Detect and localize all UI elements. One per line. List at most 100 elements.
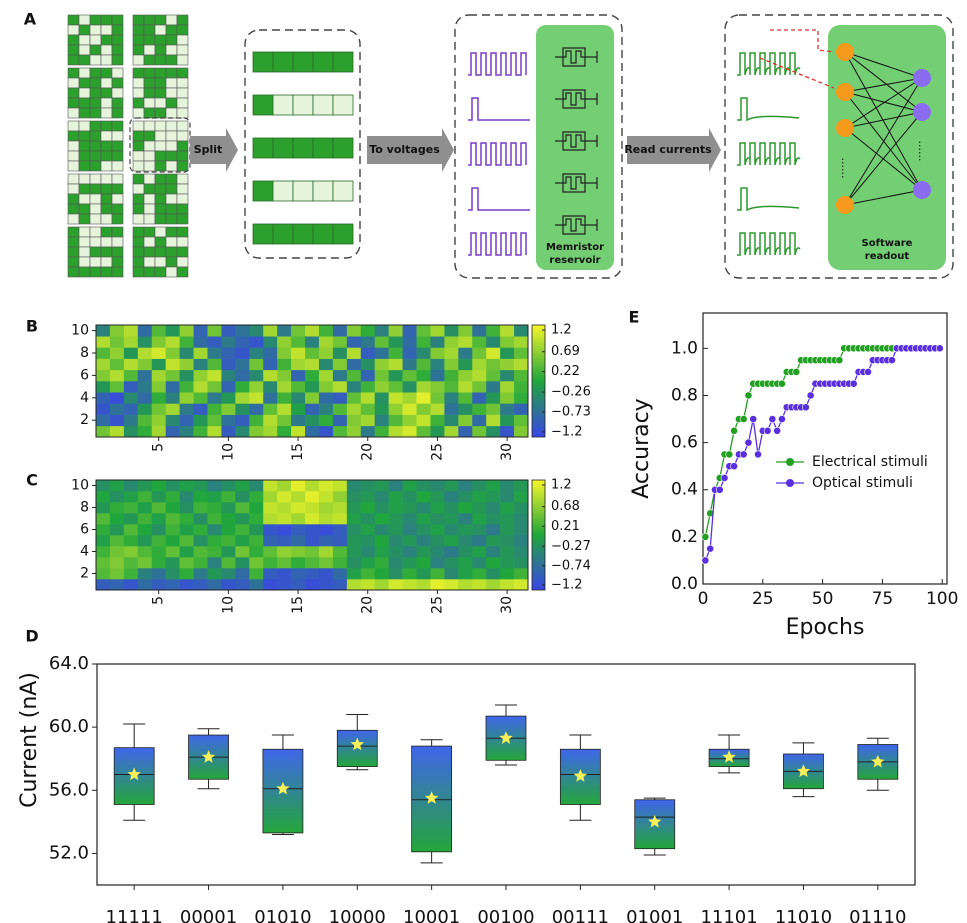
heatmap-cell: [332, 513, 348, 525]
letter-cell: [143, 203, 156, 215]
letter-cell: [165, 183, 178, 195]
heatmap-cell: [207, 546, 222, 558]
heatmap-cell: [249, 336, 264, 348]
heatmap-cell: [165, 491, 180, 503]
heatmap-cell: [207, 347, 222, 359]
letter-cell: [67, 14, 80, 26]
heatmap-cell: [458, 513, 473, 525]
heatmap-cell: [96, 381, 111, 393]
heatmap-cell: [458, 358, 473, 371]
heatmap-cell: [458, 546, 473, 558]
heatmap-cell: [305, 358, 320, 371]
heatmap-cell: [221, 513, 236, 525]
heatmap-cell: [346, 557, 362, 569]
heatmap-cell: [486, 513, 501, 525]
heatmap-cell: [277, 524, 292, 536]
heatmap-cell: [346, 502, 362, 514]
heatmap-cell: [444, 480, 459, 492]
heatmap-cell: [332, 381, 348, 393]
heatmap-cell: [207, 358, 222, 371]
heatmap-cell: [318, 336, 334, 348]
letter-cell: [78, 24, 91, 36]
heatmap-cell: [444, 491, 459, 503]
heatmap-cell: [514, 546, 529, 558]
heatmap-cell: [416, 579, 431, 591]
heatmap-cell: [263, 557, 278, 569]
arrow: [627, 128, 721, 172]
x-tick-label: 30: [499, 443, 515, 461]
heatmap-cell: [416, 381, 431, 393]
heatmap-cell: [96, 491, 111, 503]
bar-cell: [312, 180, 334, 202]
heatmap-cell: [360, 513, 376, 525]
heatmap-cell: [137, 325, 153, 337]
dashed-box: [454, 14, 623, 279]
heatmap-cell: [402, 480, 417, 492]
heatmap-cell: [402, 358, 417, 371]
letter-cell: [89, 34, 102, 46]
panel-label: B: [26, 317, 38, 336]
y-tick-label: 0.8: [671, 385, 698, 405]
bar-cell: [272, 137, 294, 159]
heatmap-cell: [332, 403, 348, 415]
heatmap-cell: [402, 381, 417, 393]
heatmap-cell: [486, 325, 501, 337]
heatmap-cell: [514, 381, 529, 393]
legend-marker: [786, 458, 794, 466]
letter-cell: [132, 183, 145, 195]
plot-frame: [702, 312, 948, 585]
letter-cell: [132, 256, 145, 268]
letter-cell: [78, 87, 91, 99]
letter-cell: [89, 150, 102, 162]
letter-cell: [165, 97, 178, 109]
heatmap-cell: [193, 358, 208, 371]
heatmap-cell: [472, 568, 487, 580]
heatmap-cell: [332, 358, 348, 371]
heatmap-cell: [165, 502, 180, 514]
heatmap-cell: [96, 524, 111, 536]
heatmap-cell: [96, 369, 111, 382]
letter-cell: [67, 193, 80, 205]
series-point: [763, 426, 772, 435]
heatmap-cell: [291, 480, 306, 492]
letter-cell: [143, 236, 156, 248]
colorbar-tick-label: 0.69: [551, 344, 580, 359]
heatmap-cell: [360, 403, 376, 415]
letter-cell: [100, 87, 113, 99]
heatmap-cell: [123, 579, 139, 591]
heatmap-cell: [444, 557, 459, 569]
heatmap-cell: [360, 414, 376, 427]
heatmap-cell: [235, 403, 250, 415]
heatmap-cell: [263, 358, 278, 371]
heatmap-cell: [486, 369, 501, 382]
heatmap-cell: [346, 403, 362, 415]
letter-cell: [89, 246, 102, 258]
letter-cell: [154, 236, 167, 248]
heatmap-cell: [500, 513, 515, 525]
heatmap-cell: [179, 358, 194, 371]
x-tick-label: 15: [290, 596, 306, 614]
letter-cell: [176, 236, 189, 248]
letter-cell: [78, 34, 91, 46]
letter-cell: [89, 120, 102, 132]
letter-cell: [165, 256, 178, 268]
letter-cell: [111, 87, 124, 99]
heatmap-cell: [472, 502, 487, 514]
heatmap-cell: [374, 557, 389, 569]
heatmap-cell: [221, 491, 236, 503]
colorbar-tick-label: −0.73: [551, 404, 591, 419]
heatmap-cell: [123, 546, 139, 558]
heatmap-cell: [137, 535, 153, 547]
heatmap-cell: [360, 369, 376, 382]
heatmap-cell: [486, 535, 501, 547]
heatmap-cell: [305, 381, 320, 393]
heatmap-cell: [137, 347, 153, 359]
heatmap-cell: [179, 425, 194, 438]
heatmap-cell: [402, 535, 417, 547]
heatmap-cell: [458, 325, 473, 337]
heatmap-cell: [472, 392, 487, 404]
heatmap-cell: [332, 546, 348, 558]
letter-cell: [111, 226, 124, 238]
heatmap-cell: [444, 546, 459, 558]
heatmap-cell: [374, 513, 389, 525]
